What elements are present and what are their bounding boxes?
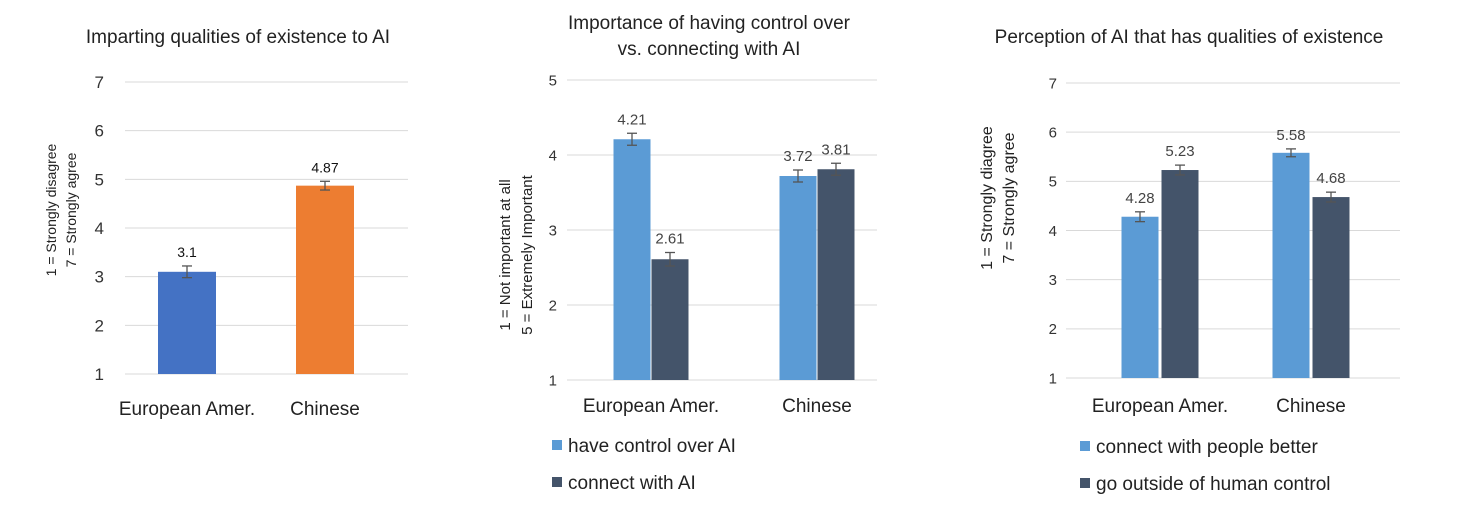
y-tick-label: 4 xyxy=(1049,223,1057,240)
legend-swatch xyxy=(1080,441,1090,451)
data-label: 4.21 xyxy=(617,111,646,128)
legend-label: go outside of human control xyxy=(1096,474,1331,495)
bar xyxy=(779,176,817,380)
y-tick-label: 2 xyxy=(549,297,557,314)
bar xyxy=(1121,216,1159,378)
y-tick-label: 2 xyxy=(95,316,104,335)
y-axis-label: 5 = Extremely Important xyxy=(519,174,536,334)
y-axis-label: 7 = Strongly agree xyxy=(1001,132,1018,263)
data-label: 3.1 xyxy=(177,244,197,260)
category-label: European Amer. xyxy=(583,396,719,417)
data-label: 3.81 xyxy=(821,141,850,158)
legend-swatch xyxy=(552,440,562,450)
chart-title: Imparting qualities of existence to AI xyxy=(86,27,390,48)
y-tick-label: 7 xyxy=(1049,75,1057,92)
legend-swatch xyxy=(552,477,562,487)
y-tick-label: 4 xyxy=(549,147,557,164)
bar xyxy=(817,169,855,380)
chart-title-line: vs. connecting with AI xyxy=(618,39,801,60)
chart-1: Importance of having control over vs. con… xyxy=(497,13,877,494)
data-label: 5.58 xyxy=(1276,127,1305,144)
y-tick-label: 5 xyxy=(549,72,557,89)
y-axis-label: 1 = Not important at all xyxy=(497,179,514,330)
y-tick-label: 3 xyxy=(1049,272,1057,289)
y-axis-label: 1 = Strongly diagree xyxy=(979,126,996,270)
y-axis-label: 7 = Strongly agree xyxy=(63,152,79,267)
y-tick-label: 1 xyxy=(1049,370,1057,387)
chart-title: Perception of AI that has qualities of e… xyxy=(995,27,1384,48)
y-tick-label: 1 xyxy=(549,372,557,389)
data-label: 4.68 xyxy=(1316,170,1345,187)
chart-2: Perception of AI that has qualities of e… xyxy=(979,27,1400,495)
data-label: 3.72 xyxy=(783,148,812,165)
y-tick-label: 7 xyxy=(95,73,104,92)
legend-label: connect with people better xyxy=(1096,437,1318,458)
bar xyxy=(158,271,216,374)
bar xyxy=(1312,197,1350,378)
data-label: 4.28 xyxy=(1125,190,1154,207)
category-label: Chinese xyxy=(290,399,360,420)
bar xyxy=(651,259,689,380)
data-label: 4.87 xyxy=(311,159,338,175)
bar xyxy=(1161,170,1199,378)
legend-label: have control over AI xyxy=(568,436,736,457)
y-axis-label: 1 = Strongly disagree xyxy=(43,143,59,276)
y-tick-label: 5 xyxy=(95,170,104,189)
legend-swatch xyxy=(1080,478,1090,488)
bar xyxy=(1272,152,1310,378)
y-tick-label: 4 xyxy=(95,219,104,238)
bar xyxy=(613,139,651,380)
chart-title-line: Importance of having control over xyxy=(568,13,851,34)
y-tick-label: 2 xyxy=(1049,321,1057,338)
bar xyxy=(296,185,354,374)
category-label: Chinese xyxy=(782,396,852,417)
category-label: Chinese xyxy=(1276,396,1346,417)
y-tick-label: 3 xyxy=(95,268,104,287)
y-tick-label: 6 xyxy=(1049,124,1057,141)
data-label: 2.61 xyxy=(655,231,684,248)
y-tick-label: 3 xyxy=(549,222,557,239)
y-tick-label: 1 xyxy=(95,365,104,384)
category-label: European Amer. xyxy=(119,399,255,420)
y-tick-label: 6 xyxy=(95,122,104,141)
y-tick-label: 5 xyxy=(1049,174,1057,191)
category-label: European Amer. xyxy=(1092,396,1228,417)
data-label: 5.23 xyxy=(1165,143,1194,160)
legend-label: connect with AI xyxy=(568,473,696,494)
chart-0: Imparting qualities of existence to AI 1 2… xyxy=(43,27,408,420)
